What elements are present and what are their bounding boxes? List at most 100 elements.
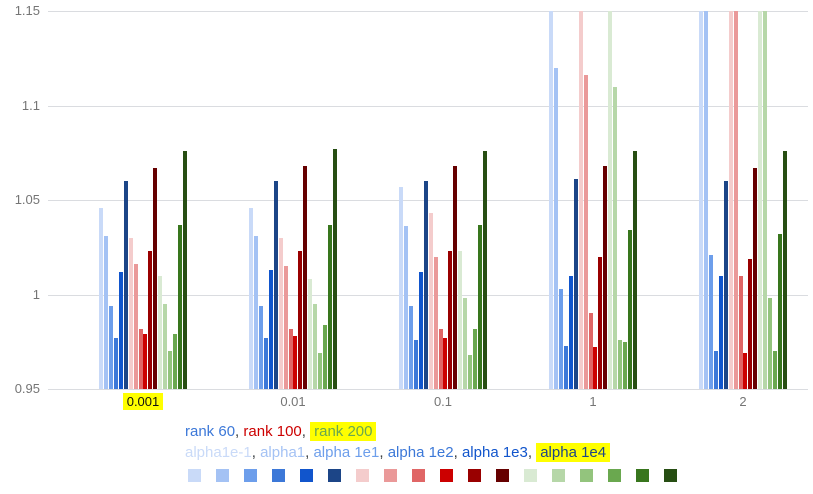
bar bbox=[278, 237, 283, 389]
bar bbox=[133, 264, 138, 389]
bar bbox=[478, 224, 483, 389]
bar bbox=[782, 150, 787, 389]
legend-item: alpha 1e3 bbox=[461, 444, 528, 461]
bar bbox=[553, 67, 558, 389]
legend-rank-line: rank 60, rank 100, rank 200 bbox=[185, 422, 377, 441]
bar bbox=[273, 181, 278, 389]
bar bbox=[408, 305, 413, 390]
bar bbox=[298, 251, 303, 390]
bar bbox=[778, 234, 783, 390]
bar bbox=[99, 207, 103, 389]
bar bbox=[332, 148, 337, 389]
bar bbox=[588, 313, 593, 389]
legend-alpha-line: alpha1e-1, alpha1, alpha 1e1, alpha 1e2,… bbox=[185, 443, 611, 462]
bar bbox=[143, 334, 148, 389]
bar bbox=[178, 224, 183, 389]
bar bbox=[448, 251, 453, 390]
legend-swatch bbox=[664, 469, 677, 482]
bar bbox=[413, 339, 418, 389]
bar bbox=[118, 271, 123, 389]
bar bbox=[763, 11, 768, 389]
bar bbox=[463, 298, 468, 389]
legend-swatch bbox=[356, 469, 369, 482]
bar bbox=[743, 353, 748, 389]
bar bbox=[308, 279, 313, 389]
bar bbox=[758, 11, 763, 389]
legend-swatch bbox=[608, 469, 621, 482]
bar bbox=[123, 181, 128, 389]
bar bbox=[173, 334, 178, 389]
legend-separator: , bbox=[379, 444, 388, 461]
legend-swatch bbox=[300, 469, 313, 482]
bar bbox=[733, 11, 738, 389]
bar bbox=[728, 11, 733, 389]
bar bbox=[303, 165, 308, 389]
bar bbox=[182, 150, 187, 389]
bar bbox=[399, 186, 403, 389]
legend-swatch bbox=[440, 469, 453, 482]
bar bbox=[328, 224, 333, 389]
bar bbox=[313, 303, 318, 390]
legend-separator: , bbox=[305, 444, 314, 461]
bar bbox=[283, 266, 288, 389]
legend-swatch bbox=[524, 469, 537, 482]
bar bbox=[428, 213, 433, 390]
legend-swatch bbox=[188, 469, 201, 482]
legend-item: alpha 1e4 bbox=[536, 443, 611, 462]
bar bbox=[628, 230, 633, 390]
bar bbox=[443, 337, 448, 389]
bar bbox=[568, 275, 573, 389]
legend-item: alpha 1e1 bbox=[313, 444, 380, 461]
bar bbox=[713, 351, 718, 389]
bar bbox=[253, 235, 258, 389]
bar bbox=[323, 324, 328, 390]
bar bbox=[718, 275, 723, 389]
y-axis-tick-label: 0.95 bbox=[14, 381, 40, 396]
bar bbox=[453, 165, 458, 389]
y-axis-tick-label: 1 bbox=[32, 286, 40, 302]
bar bbox=[423, 181, 428, 389]
bar bbox=[473, 328, 478, 390]
bar bbox=[558, 288, 563, 390]
bar bbox=[293, 336, 298, 389]
y-axis-tick-label: 1.1 bbox=[21, 97, 40, 113]
bar bbox=[158, 275, 163, 389]
bar bbox=[603, 165, 608, 389]
bar bbox=[708, 254, 713, 389]
legend-swatch bbox=[384, 469, 397, 482]
x-axis-category-label: 0.1 bbox=[433, 394, 453, 409]
bar bbox=[318, 353, 323, 389]
bar bbox=[288, 328, 293, 390]
legend-item: rank 100 bbox=[243, 423, 302, 440]
legend-separator: , bbox=[251, 444, 261, 461]
bar bbox=[578, 11, 583, 389]
bar bbox=[549, 11, 553, 389]
legend-swatch bbox=[468, 469, 481, 482]
x-axis-category-label: 0.01 bbox=[280, 394, 306, 409]
bar bbox=[593, 347, 598, 389]
bar bbox=[458, 251, 463, 390]
bar bbox=[738, 275, 743, 389]
legend-swatch bbox=[412, 469, 425, 482]
gridline bbox=[48, 389, 808, 390]
legend-separator: , bbox=[453, 444, 462, 461]
legend-item: rank 200 bbox=[310, 422, 377, 441]
bar bbox=[258, 305, 263, 390]
bar bbox=[753, 167, 758, 389]
bar bbox=[168, 351, 173, 389]
y-axis-tick-label: 1.15 bbox=[14, 3, 40, 18]
bar bbox=[113, 337, 118, 389]
bar bbox=[699, 11, 703, 389]
bar bbox=[148, 251, 153, 390]
bar bbox=[468, 354, 473, 389]
bar bbox=[418, 271, 423, 389]
bar bbox=[748, 258, 753, 389]
gridline bbox=[48, 200, 808, 201]
bar bbox=[163, 303, 168, 390]
bar bbox=[108, 305, 113, 390]
x-axis-category-label: 0.001 bbox=[98, 393, 188, 410]
legend-swatch bbox=[328, 469, 341, 482]
gridline bbox=[48, 294, 808, 296]
bar bbox=[153, 167, 158, 389]
